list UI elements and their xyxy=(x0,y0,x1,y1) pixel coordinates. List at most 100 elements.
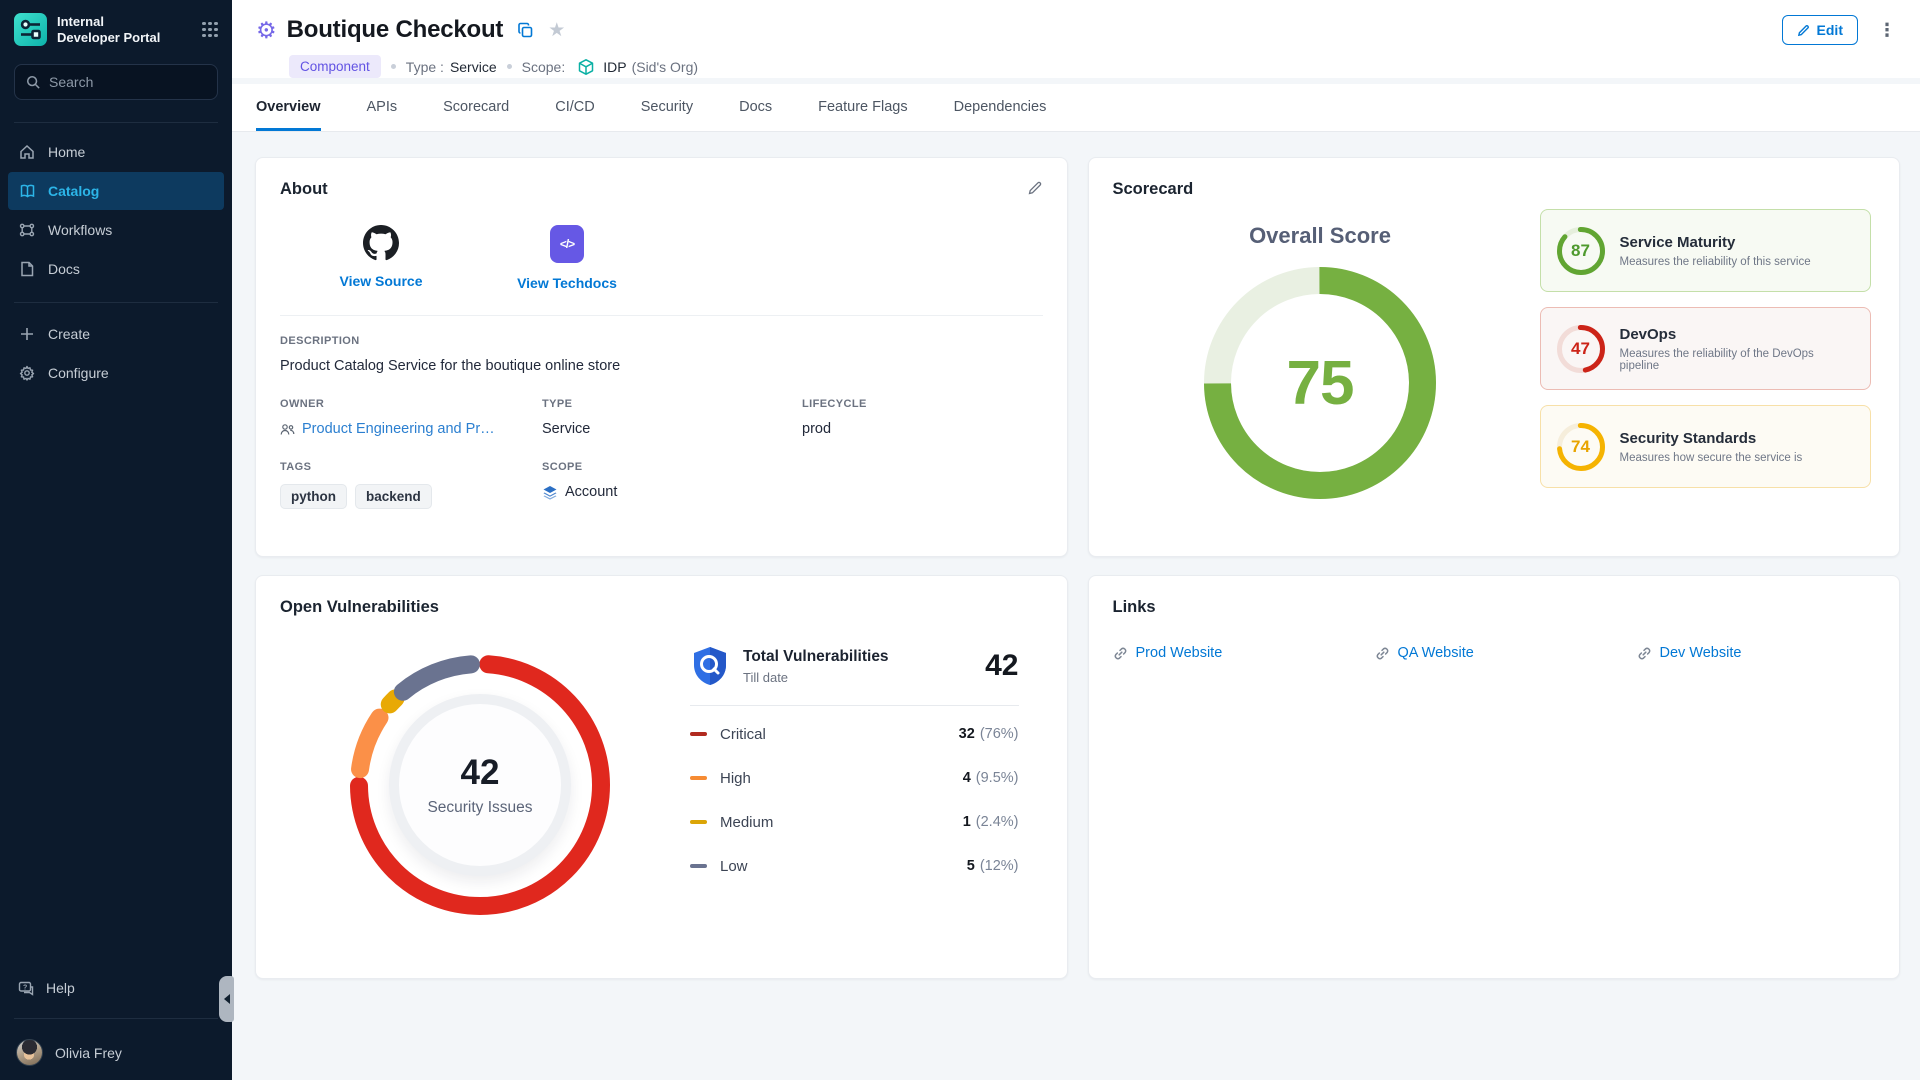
total-vulnerabilities-label: Total Vulnerabilities xyxy=(743,648,889,666)
type-label: TYPE xyxy=(542,398,802,410)
divider xyxy=(14,302,218,303)
sidebar-item-docs[interactable]: Docs xyxy=(8,250,224,288)
scope-label: SCOPE xyxy=(542,461,1043,473)
type-value: Service xyxy=(542,421,590,437)
link-qa-website[interactable]: QA Website xyxy=(1375,645,1637,661)
github-icon xyxy=(363,225,399,261)
sidebar-collapse-handle[interactable] xyxy=(219,976,234,1022)
description-text: Product Catalog Service for the boutique… xyxy=(280,358,1043,374)
security-issues-label: Security Issues xyxy=(427,799,532,817)
dot-separator xyxy=(391,64,396,69)
severity-count: 5 xyxy=(967,858,975,874)
tab-cicd[interactable]: CI/CD xyxy=(555,84,594,131)
scope-value: IDP xyxy=(603,59,626,75)
tag-chip[interactable]: python xyxy=(280,484,347,509)
view-techdocs-link[interactable]: View Techdocs xyxy=(517,275,617,291)
score-items: 87 Service Maturity Measures the reliabi… xyxy=(1528,205,1876,499)
score-item-security-standards[interactable]: 74 Security Standards Measures how secur… xyxy=(1540,405,1872,488)
app-logo-icon[interactable] xyxy=(14,13,47,46)
tab-overview[interactable]: Overview xyxy=(256,84,321,131)
tab-apis[interactable]: APIs xyxy=(367,84,398,131)
pencil-icon xyxy=(1797,24,1810,37)
score-item-desc: Measures how secure the service is xyxy=(1620,452,1803,464)
severity-label: Medium xyxy=(720,814,773,831)
score-item-desc: Measures the reliability of this service xyxy=(1620,256,1811,268)
severity-count: 4 xyxy=(963,770,971,786)
copy-icon[interactable] xyxy=(517,22,534,39)
severity-count: 32 xyxy=(959,726,975,742)
severity-percent: (9.5%) xyxy=(976,770,1019,786)
workflows-icon xyxy=(18,222,36,238)
severity-row-low: Low 5 (12%) xyxy=(690,844,1019,888)
edit-label: Edit xyxy=(1817,22,1843,38)
owner-link[interactable]: Product Engineering and Product... xyxy=(302,421,498,437)
sidebar-item-workflows[interactable]: Workflows xyxy=(8,211,224,249)
severity-row-medium: Medium 1 (2.4%) xyxy=(690,800,1019,844)
edit-button[interactable]: Edit xyxy=(1782,15,1858,45)
tab-feature-flags[interactable]: Feature Flags xyxy=(818,84,907,131)
sidebar: Internal Developer Portal Search Home Ca… xyxy=(0,0,232,1080)
favorite-star-icon[interactable]: ★ xyxy=(548,19,565,42)
help-icon: ? xyxy=(18,981,34,996)
svg-text:?: ? xyxy=(23,984,27,991)
tab-security[interactable]: Security xyxy=(641,84,693,131)
shield-search-icon xyxy=(690,645,730,687)
vulnerabilities-title: Open Vulnerabilities xyxy=(280,598,1043,617)
scope-cube-icon xyxy=(577,58,595,76)
help-button[interactable]: ? Help xyxy=(0,968,232,1008)
score-value: 74 xyxy=(1571,437,1590,457)
link-prod-website[interactable]: Prod Website xyxy=(1113,645,1375,661)
severity-percent: (76%) xyxy=(980,726,1019,742)
severity-percent: (12%) xyxy=(980,858,1019,874)
sidebar-item-label: Home xyxy=(48,144,85,160)
link-label: Dev Website xyxy=(1660,645,1742,661)
critical-dash-icon xyxy=(690,732,707,737)
severity-row-high: High 4 (9.5%) xyxy=(690,756,1019,800)
sidebar-item-label: Configure xyxy=(48,365,109,381)
score-item-title: Security Standards xyxy=(1620,430,1803,447)
help-label: Help xyxy=(46,980,75,996)
sidebar-item-label: Catalog xyxy=(48,183,99,199)
sidebar-bottom: ? Help Olivia Frey xyxy=(0,968,232,1080)
sidebar-item-label: Workflows xyxy=(48,222,112,238)
app-root: Internal Developer Portal Search Home Ca… xyxy=(0,0,1920,1080)
sidebar-search-input[interactable]: Search xyxy=(14,64,218,100)
sidebar-item-catalog[interactable]: Catalog xyxy=(8,172,224,210)
user-menu[interactable]: Olivia Frey xyxy=(0,1029,232,1066)
scorecard-title: Scorecard xyxy=(1113,180,1876,199)
view-source-link[interactable]: View Source xyxy=(339,273,422,289)
link-label: QA Website xyxy=(1398,645,1474,661)
score-ring: 74 xyxy=(1557,423,1605,471)
page-header: ⚙ Boutique Checkout ★ Edit ⋮ Component T… xyxy=(232,0,1920,78)
page-title: Boutique Checkout xyxy=(287,16,504,44)
docs-icon xyxy=(18,261,36,277)
link-dev-website[interactable]: Dev Website xyxy=(1637,645,1876,661)
overall-score-label: Overall Score xyxy=(1249,223,1391,249)
severity-label: Critical xyxy=(720,726,766,743)
sidebar-item-create[interactable]: Create xyxy=(8,315,224,353)
about-edit-pencil-icon[interactable] xyxy=(1027,180,1043,196)
score-value: 87 xyxy=(1571,241,1590,261)
score-item-devops[interactable]: 47 DevOps Measures the reliability of th… xyxy=(1540,307,1872,390)
type-value: Service xyxy=(450,59,497,75)
gear-icon xyxy=(18,365,36,381)
severity-percent: (2.4%) xyxy=(976,814,1019,830)
sidebar-item-home[interactable]: Home xyxy=(8,133,224,171)
severity-label: High xyxy=(720,770,751,787)
lifecycle-value: prod xyxy=(802,421,831,437)
dot-separator xyxy=(507,64,512,69)
scope-label: Scope: xyxy=(522,59,566,75)
sidebar-item-configure[interactable]: Configure xyxy=(8,354,224,392)
lifecycle-label: LIFECYCLE xyxy=(802,398,1043,410)
overall-score-value: 75 xyxy=(1287,348,1354,419)
tab-dependencies[interactable]: Dependencies xyxy=(954,84,1047,131)
tag-chip[interactable]: backend xyxy=(355,484,432,509)
avatar xyxy=(16,1039,43,1066)
link-label: Prod Website xyxy=(1136,645,1223,661)
score-item-service-maturity[interactable]: 87 Service Maturity Measures the reliabi… xyxy=(1540,209,1872,292)
link-icon xyxy=(1375,646,1390,661)
tab-docs[interactable]: Docs xyxy=(739,84,772,131)
app-switcher-icon[interactable] xyxy=(202,22,218,38)
tab-scorecard[interactable]: Scorecard xyxy=(443,84,509,131)
more-options-kebab-icon[interactable]: ⋮ xyxy=(1878,21,1896,39)
